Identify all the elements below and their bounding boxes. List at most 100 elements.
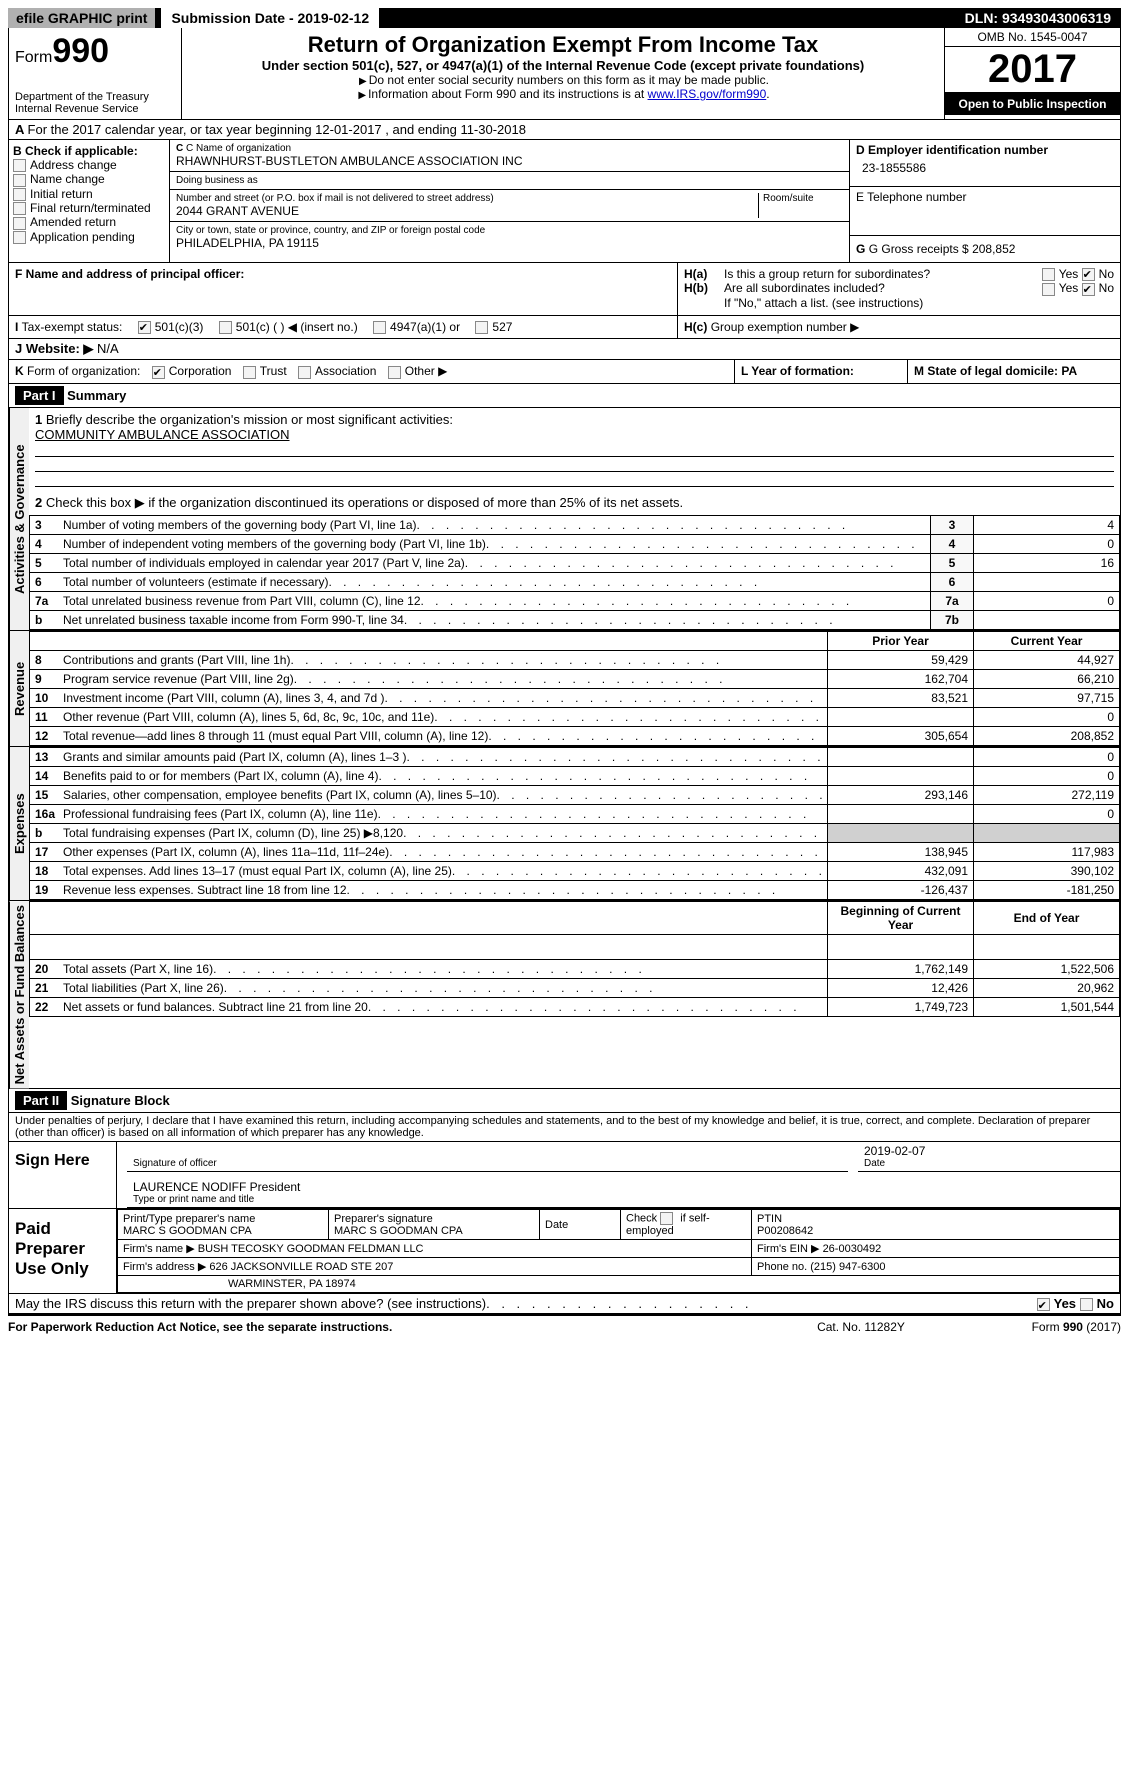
table-row: 12Total revenue—add lines 8 through 11 (… [30,726,1120,745]
prep-sig-label: Preparer's signature [334,1213,534,1225]
checkbox-discuss-yes[interactable] [1037,1298,1050,1311]
city-label: City or town, state or province, country… [176,225,843,236]
officer-name: LAURENCE NODIFF President [133,1180,1114,1194]
checkbox-501c[interactable] [219,321,232,334]
section-fh: F Name and address of principal officer:… [8,263,1121,316]
prep-sig: MARC S GOODMAN CPA [334,1225,534,1237]
table-row: 16aProfessional fundraising fees (Part I… [30,804,1120,823]
section-i: I Tax-exempt status: 501(c)(3) 501(c) ( … [8,316,1121,339]
footer-mid: Cat. No. 11282Y [761,1320,961,1334]
dept-treasury: Department of the Treasury [15,91,175,103]
checkbox-527[interactable] [475,321,488,334]
expenses-section: Expenses 13Grants and similar amounts pa… [8,747,1121,901]
discuss-label: May the IRS discuss this return with the… [15,1296,486,1311]
checkbox-self-emp[interactable] [660,1212,673,1225]
checkbox-ha-yes[interactable] [1042,268,1055,281]
part-ii-label: Part II [15,1091,67,1110]
checkbox-hb-no[interactable] [1082,283,1095,296]
checkbox-hb-yes[interactable] [1042,283,1055,296]
opt-final-return: Final return/terminated [30,201,151,215]
hb-label: Are all subordinates included? [724,281,1042,295]
yes-label: Yes [1059,281,1079,295]
table-row: 14Benefits paid to or for members (Part … [30,766,1120,785]
part-i-body: Activities & Governance 1 Briefly descri… [8,408,1121,631]
tab-expenses: Expenses [9,747,29,900]
tab-governance: Activities & Governance [9,408,29,630]
table-row: 5Total number of individuals employed in… [30,553,1120,572]
checkbox-amended[interactable] [13,217,26,230]
top-bar: efile GRAPHIC print Submission Date - 20… [8,8,1121,28]
dln-label: DLN: 93493043006319 [955,8,1121,28]
phone-value [856,204,1114,232]
part-i-title: Summary [67,388,126,403]
hc-label: Group exemption number ▶ [711,320,860,334]
column-d: D Employer identification number 23-1855… [849,140,1120,262]
tax-year-range: For the 2017 calendar year, or tax year … [28,122,526,137]
sign-here-section: Sign Here Signature of officer 2019-02-0… [8,1142,1121,1209]
sig-date-value: 2019-02-07 [864,1144,1114,1158]
irs-link[interactable]: www.IRS.gov/form990 [648,87,767,101]
section-bcd: B Check if applicable: Address change Na… [8,140,1121,263]
line1-label: Briefly describe the organization's miss… [46,412,453,427]
firm-addr2: WARMINSTER, PA 18974 [118,1276,1120,1293]
website-label: Website: ▶ [26,341,94,356]
form-number: 990 [52,32,109,70]
checkbox-corp[interactable] [152,366,165,379]
prep-name-label: Print/Type preparer's name [123,1213,323,1225]
gross-value: 208,852 [972,242,1015,256]
tax-year: 2017 [945,47,1120,93]
opt-app-pending: Application pending [30,230,135,244]
form-subtitle: Under section 501(c), 527, or 4947(a)(1)… [190,58,936,73]
table-row: 20Total assets (Part X, line 16) . . . .… [30,959,1120,978]
prep-date-label: Date [540,1210,621,1240]
table-row: 11Other revenue (Part VIII, column (A), … [30,707,1120,726]
checkbox-4947[interactable] [373,321,386,334]
tab-net-assets: Net Assets or Fund Balances [9,901,29,1088]
revenue-section: Revenue Prior YearCurrent Year8Contribut… [8,631,1121,747]
ein-value: 23-1855586 [856,157,1114,183]
street-label: Number and street (or P.O. box if mail i… [176,193,754,204]
form-prefix: Form [15,49,52,66]
opt-other: Other ▶ [405,364,448,378]
footer-left: For Paperwork Reduction Act Notice, see … [8,1320,761,1334]
governance-table: 3Number of voting members of the governi… [29,515,1120,630]
line1-value: COMMUNITY AMBULANCE ASSOCIATION [35,427,290,442]
table-row: 7aTotal unrelated business revenue from … [30,591,1120,610]
col-b-header: B Check if applicable: [13,144,138,158]
checkbox-ha-no[interactable] [1082,268,1095,281]
expenses-table: 13Grants and similar amounts paid (Part … [29,747,1120,900]
header-left: Form990 Department of the Treasury Inter… [9,28,182,119]
opt-501c3: 501(c)(3) [155,320,204,334]
dba-label: Doing business as [176,175,843,186]
self-emp-label: Check [626,1212,660,1224]
table-row: 21Total liabilities (Part X, line 26) . … [30,978,1120,997]
net-assets-table: Beginning of Current YearEnd of Year20To… [29,901,1120,1017]
part-ii-title: Signature Block [71,1093,170,1108]
checkbox-discuss-no[interactable] [1080,1298,1093,1311]
firm-phone-label: Phone no. [757,1261,807,1273]
checkbox-app-pending[interactable] [13,231,26,244]
checkbox-trust[interactable] [243,366,256,379]
opt-initial-return: Initial return [30,187,93,201]
table-row: 9Program service revenue (Part VIII, lin… [30,669,1120,688]
checkbox-final-return[interactable] [13,202,26,215]
efile-label: efile GRAPHIC print [8,8,155,28]
arrow-icon [357,73,369,87]
sign-here-label: Sign Here [9,1142,117,1208]
sig-date-label: Date [864,1158,1114,1169]
f-label: F Name and address of principal officer: [15,267,244,281]
checkbox-501c3[interactable] [138,321,151,334]
checkbox-address-change[interactable] [13,159,26,172]
no-label: No [1099,267,1114,281]
table-row: 8Contributions and grants (Part VIII, li… [30,650,1120,669]
street-value: 2044 GRANT AVENUE [176,204,754,218]
firm-ein: 26-0030492 [823,1243,882,1255]
l-year-label: L Year of formation: [741,364,854,378]
section-a: A For the 2017 calendar year, or tax yea… [8,120,1121,140]
checkbox-assoc[interactable] [298,366,311,379]
checkbox-name-change[interactable] [13,174,26,187]
checkbox-initial-return[interactable] [13,188,26,201]
checkbox-other[interactable] [388,366,401,379]
table-row: 6Total number of volunteers (estimate if… [30,572,1120,591]
arrow-icon [356,87,368,101]
